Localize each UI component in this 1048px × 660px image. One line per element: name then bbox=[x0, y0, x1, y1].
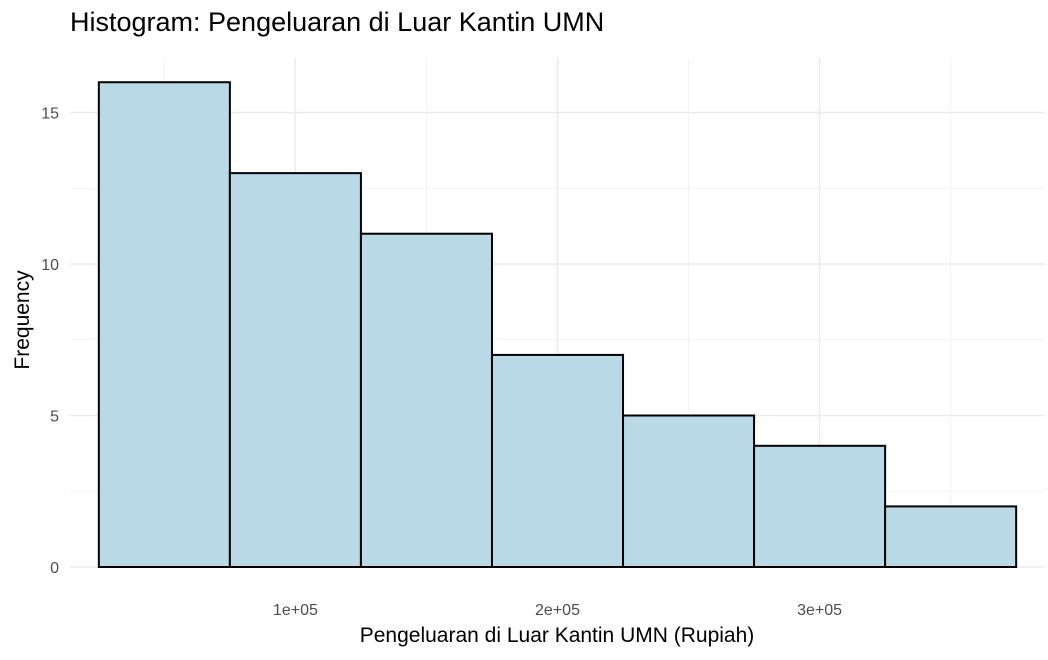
y-axis-ticks: 0 5 10 15 bbox=[41, 106, 59, 577]
histogram-bar bbox=[359, 232, 493, 568]
x-tick-label: 2e+05 bbox=[535, 602, 580, 619]
histogram-bar bbox=[97, 81, 231, 568]
y-tick-label: 10 bbox=[41, 257, 59, 274]
histogram-bar bbox=[884, 505, 1018, 568]
histogram-bar bbox=[490, 353, 625, 568]
x-tick-label: 3e+05 bbox=[797, 602, 842, 619]
y-axis-title: Frequency bbox=[11, 270, 34, 370]
histogram-bar bbox=[622, 414, 756, 568]
x-axis-title: Pengeluaran di Luar Kantin UMN (Rupiah) bbox=[360, 624, 755, 647]
y-tick-label: 15 bbox=[41, 106, 59, 123]
y-tick-label: 0 bbox=[50, 560, 59, 577]
x-axis-ticks: 1e+05 2e+05 3e+05 bbox=[273, 602, 842, 619]
y-tick-label: 5 bbox=[50, 409, 59, 426]
histogram-bar bbox=[753, 444, 887, 568]
x-tick-label: 1e+05 bbox=[273, 602, 318, 619]
histogram-bars bbox=[97, 81, 1018, 568]
chart-title: Histogram: Pengeluaran di Luar Kantin UM… bbox=[70, 7, 604, 37]
histogram-bar bbox=[228, 172, 362, 568]
